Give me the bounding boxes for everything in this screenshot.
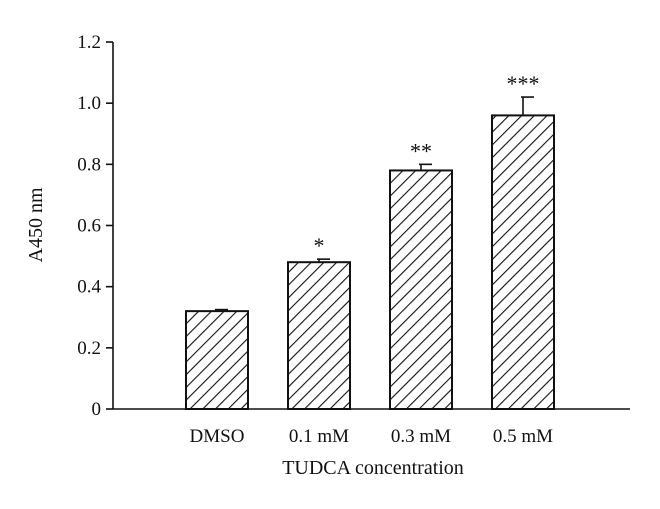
x-tick-label: 0.5 mM <box>493 426 553 447</box>
bar <box>491 114 555 411</box>
y-axis-title: A450 nm <box>25 187 47 262</box>
y-tick-label: 0 <box>92 399 102 420</box>
y-tick-label: 0.2 <box>77 338 101 359</box>
y-tick-label: 0.8 <box>77 154 101 175</box>
x-axis-title: TUDCA concentration <box>282 457 464 479</box>
x-tick-label: 0.3 mM <box>391 426 451 447</box>
significance-marker: * <box>314 233 325 258</box>
y-tick-label: 1.0 <box>77 93 101 114</box>
y-tick-label: 0.4 <box>77 277 101 298</box>
y-axis: 0 0.2 0.4 0.6 0.8 1.0 1.2 <box>77 32 114 420</box>
bar <box>389 169 453 410</box>
y-tick-label: 1.2 <box>77 32 101 53</box>
bar <box>185 310 249 410</box>
y-tick-label: 0.6 <box>77 216 101 237</box>
x-axis: DMSO 0.1 mM 0.3 mM 0.5 mM <box>113 408 630 447</box>
x-tick-label: 0.1 mM <box>289 426 349 447</box>
bars: ****** <box>185 71 555 411</box>
bar <box>287 261 351 411</box>
significance-marker: ** <box>410 138 432 163</box>
significance-marker: *** <box>507 71 540 96</box>
x-tick-label: DMSO <box>190 426 245 447</box>
